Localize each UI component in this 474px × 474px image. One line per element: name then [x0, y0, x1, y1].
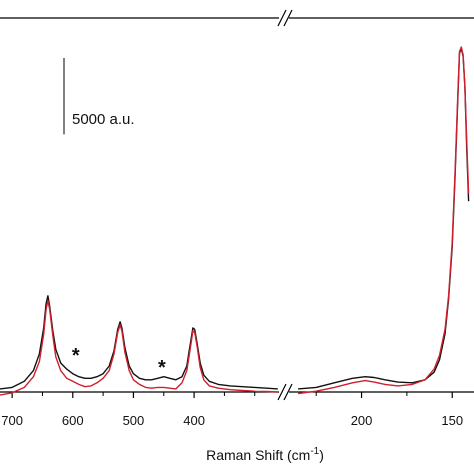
series-line-series_red-part-1: [298, 46, 470, 395]
x-tick-label: 150: [441, 413, 463, 428]
axis-break-mark-0-1: [283, 9, 293, 27]
x-axis-label-text: Raman Shift (cm: [206, 447, 310, 463]
series-line-series_black-part-0: [0, 295, 278, 390]
asterisk-annotation: *: [72, 345, 80, 367]
scale-bar-label: 5000 a.u.: [72, 111, 135, 128]
x-axis-label-superscript: -1: [310, 446, 319, 457]
axis-break-mark-1-1: [283, 383, 293, 401]
asterisk-annotation: *: [158, 357, 166, 379]
x-axis-label-close: ): [319, 447, 324, 463]
x-tick-label: 700: [1, 413, 23, 428]
series-group: [0, 46, 470, 396]
x-tick-label: 600: [62, 413, 84, 428]
axes: 700 600 500 400 200 150: [0, 9, 474, 428]
x-axis-label: Raman Shift (cm-1): [206, 446, 324, 463]
x-tick-label: 500: [123, 413, 145, 428]
axis-break-mark-0-0: [277, 9, 287, 27]
x-tick-label: 200: [351, 413, 373, 428]
annotations-group: 5000 a.u. * *: [63, 58, 166, 379]
axis-break-mark-1-0: [277, 383, 287, 401]
series-line-series_red-part-0: [0, 299, 278, 396]
x-tick-label: 400: [183, 413, 205, 428]
